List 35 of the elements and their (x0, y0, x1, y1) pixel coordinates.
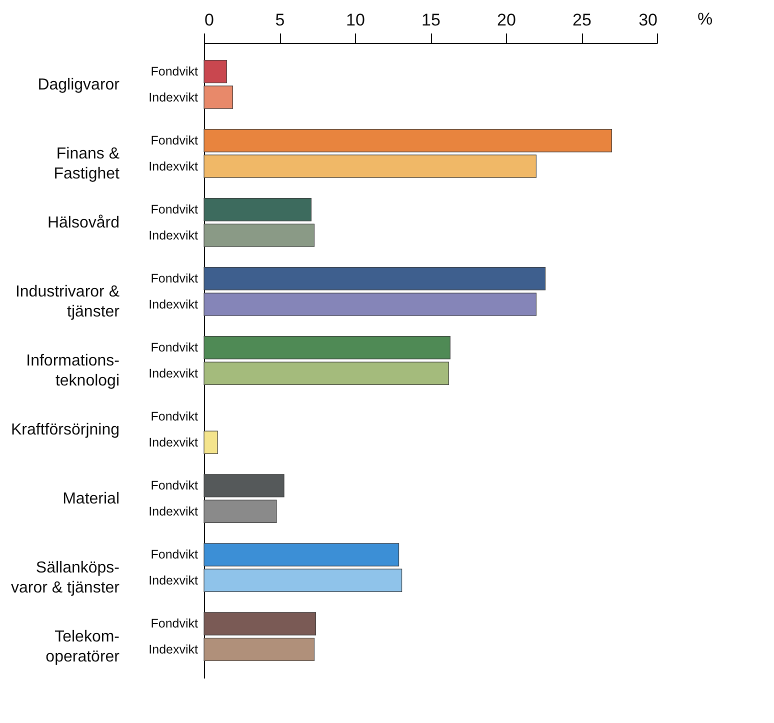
y-tick-label: Finans & Fastighet (54, 145, 120, 182)
text: Indexvikt (148, 159, 198, 174)
text: Fondvikt (150, 202, 198, 217)
y-tick-label: Industrivaror & tjänster (15, 283, 120, 320)
text: Fondvikt (150, 272, 198, 286)
text: Indexvikt (148, 504, 198, 518)
x-tick-label: 15 (422, 10, 440, 30)
y-tick-label: Sällanköps- varor & tjänster (11, 560, 120, 597)
series-label: Indexvikt (148, 90, 199, 104)
y-tick-label: Material (62, 490, 120, 508)
text: Fondvikt (150, 616, 198, 631)
x-tick-label: 10 (346, 10, 365, 30)
y-tick-label: Informations- teknologi (26, 352, 120, 390)
y-tick-label: Hälsovård (47, 214, 120, 232)
x-tick-label: 5 (275, 10, 285, 30)
y-tick-label: Kraftförsörjning (11, 422, 120, 439)
y-tick-label: Dagligvaror (38, 76, 120, 94)
text: Indexvikt (148, 366, 198, 380)
text: Fondvikt (150, 134, 198, 148)
y-tick-label: Telekom- operatörer (46, 628, 120, 666)
text: Fondvikt (150, 340, 198, 355)
x-axis-title: % (698, 10, 713, 28)
x-tick-label: 0 (204, 10, 214, 30)
text: Indexvikt (148, 573, 198, 588)
text: Fondvikt (150, 548, 198, 562)
text: Indexvikt (148, 228, 198, 242)
x-tick-label: 30 (638, 10, 658, 30)
text: Fondvikt (150, 410, 198, 424)
x-tick-label: 25 (572, 10, 592, 30)
text: Indexvikt (148, 435, 198, 450)
text: Indexvikt (148, 642, 198, 656)
text: Indexvikt (148, 297, 198, 312)
series-label: Fondvikt (150, 64, 199, 79)
x-tick-label: 20 (497, 10, 516, 30)
text: Fondvikt (150, 478, 198, 493)
